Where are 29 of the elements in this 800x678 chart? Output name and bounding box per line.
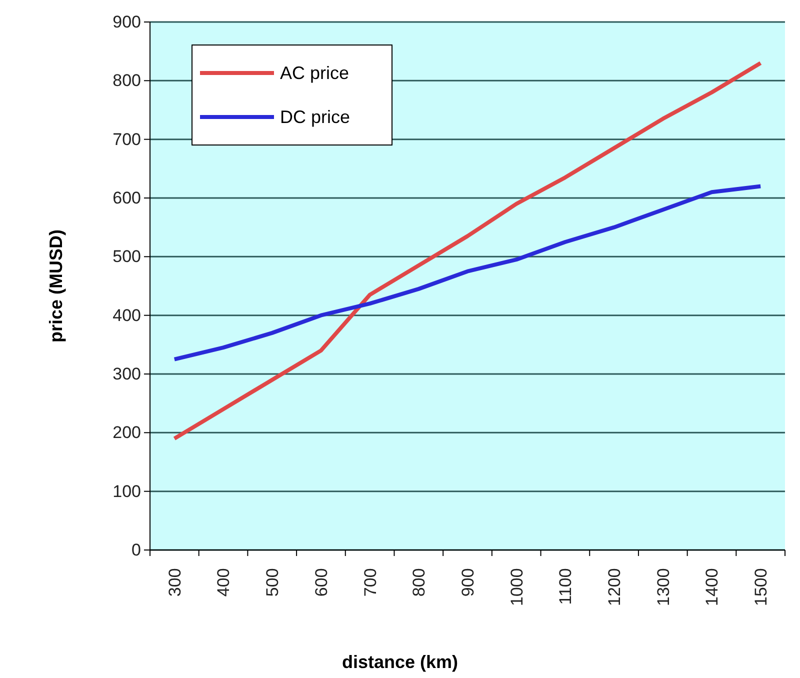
x-tick-label: 300 (165, 568, 184, 597)
x-tick-label: 900 (458, 568, 478, 597)
y-tick-label: 400 (112, 306, 141, 325)
y-tick-label: 200 (112, 423, 141, 442)
y-tick-label: 700 (112, 130, 141, 149)
y-axis-title: price (MUSD) (46, 229, 66, 343)
x-tick-label: 1100 (556, 568, 576, 605)
y-tick-label: 600 (112, 188, 141, 208)
x-tick-label: 1200 (604, 568, 624, 606)
y-tick-label: 900 (112, 12, 141, 32)
x-tick-label: 1000 (507, 568, 526, 606)
x-tick-label: 1500 (752, 568, 771, 606)
x-tick-label: 1400 (702, 568, 722, 606)
line-series (172, 61, 763, 441)
y-tick-label: 500 (112, 247, 141, 266)
x-tick-label: 400 (214, 568, 234, 597)
line-series (172, 184, 763, 362)
y-tick-label: 800 (112, 71, 141, 90)
y-tick-label: 100 (112, 482, 141, 501)
x-axis-title: distance (km) (342, 652, 458, 672)
y-tick-label: 0 (132, 540, 141, 560)
x-tick-label: 600 (312, 568, 331, 597)
y-tick-label: 300 (112, 364, 141, 384)
x-tick-label: 500 (263, 568, 282, 597)
x-tick-label: 1300 (654, 568, 673, 606)
legend-label: DC price (280, 107, 350, 127)
legend-label: AC price (280, 63, 350, 83)
x-tick-label: 800 (410, 568, 429, 597)
x-tick-label: 700 (360, 568, 380, 597)
